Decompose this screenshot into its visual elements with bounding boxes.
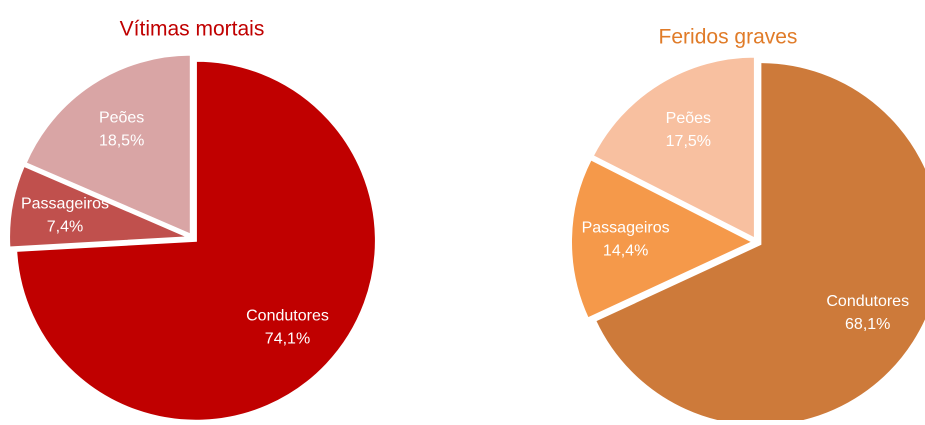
slice-value: 74,1% [265,331,310,348]
chart-title: Feridos graves [659,26,798,49]
slice-value: 7,4% [47,218,83,235]
slice-label: Condutores [246,308,329,325]
slice-value: 68,1% [845,316,890,333]
pie-slice [24,53,192,237]
pie-slice [591,55,756,241]
slice-label: Passageiros [21,195,109,212]
slice-label: Peões [666,110,711,127]
slice-value: 17,5% [666,133,711,150]
pie-slice [8,164,190,249]
chart-title: Vítimas mortais [120,18,265,41]
slice-label: Condutores [826,293,909,310]
pie-slice [15,59,377,422]
slice-label: Peões [99,110,144,127]
slice-value: 14,4% [603,243,648,260]
slice-label: Passageiros [582,220,670,237]
pie-slice [570,157,756,320]
slice-value: 18,5% [99,133,144,150]
pie-slice [593,61,925,425]
